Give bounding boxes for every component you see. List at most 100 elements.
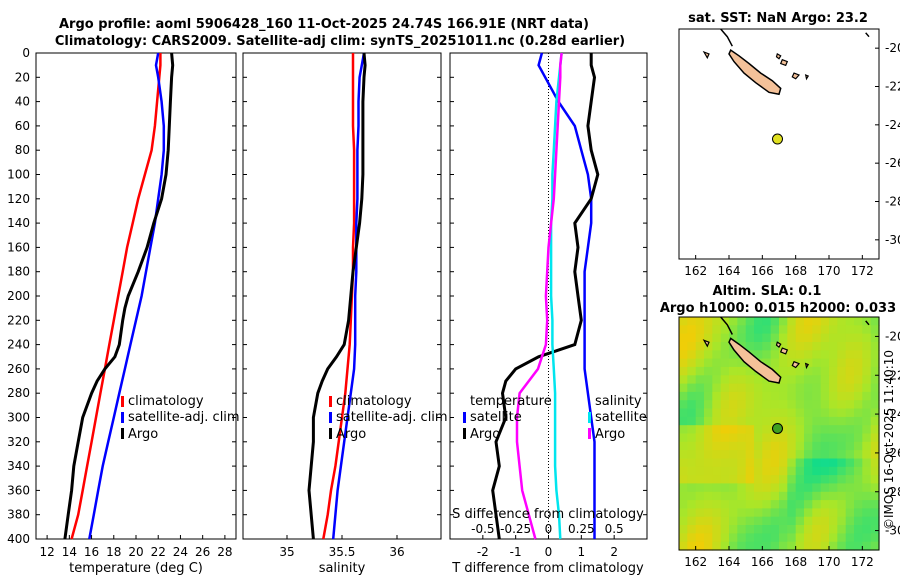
argo-float-marker — [772, 133, 783, 145]
sla-cell — [854, 508, 863, 518]
sla-cell — [854, 325, 863, 335]
sla-cell — [695, 466, 705, 476]
map-xtick-label: 164 — [718, 264, 741, 278]
sla-cell — [712, 500, 722, 509]
sla-cell — [845, 375, 855, 385]
sla-cell — [754, 491, 763, 501]
sla-cell — [787, 508, 797, 518]
sla-cell — [870, 317, 880, 326]
legend-label-t-satellite: satellite — [470, 410, 522, 425]
sla-cell — [779, 342, 788, 351]
sla-cell — [720, 333, 730, 343]
xtick-label: 2 — [610, 545, 618, 559]
legend-swatch-s-satellite — [588, 412, 591, 423]
sla-cell — [745, 333, 755, 343]
sla-cell — [820, 375, 830, 385]
ytick-label: 260 — [7, 362, 30, 376]
sla-cell — [679, 508, 688, 518]
series-line-s-argo — [515, 52, 563, 540]
sla-cell — [820, 458, 830, 468]
sla-cell — [745, 391, 755, 401]
sla-cell — [820, 383, 830, 393]
sla-cell — [704, 466, 713, 476]
ytick-label: 40 — [15, 95, 30, 109]
sla-cell — [695, 358, 705, 368]
sla-cell — [870, 408, 880, 418]
sla-cell — [779, 541, 788, 551]
sla-cell — [704, 391, 713, 401]
sla-cell — [787, 525, 797, 534]
land-new-caledonia — [728, 337, 782, 384]
legend-swatch-t-argo — [463, 428, 466, 439]
sla-cell — [795, 317, 805, 326]
sla-cell — [854, 333, 863, 343]
sla-cell — [745, 450, 755, 459]
sla-cell — [870, 391, 880, 401]
sla-cell — [862, 342, 872, 351]
sla-cell — [804, 491, 813, 501]
xtick-label: 26 — [195, 545, 210, 559]
sla-cell — [754, 458, 763, 468]
sla-cell — [837, 500, 847, 509]
coastline-reef — [865, 32, 870, 38]
series-line-argo — [63, 52, 175, 540]
sla-cell — [837, 450, 847, 459]
sla-cell — [762, 516, 772, 526]
sla-cell — [712, 358, 722, 368]
sla-cell — [762, 500, 772, 509]
sla-cell — [754, 516, 763, 526]
sla-cell — [729, 366, 738, 376]
sla-cell — [729, 450, 738, 459]
sla-cell — [704, 533, 713, 543]
sla-cell — [804, 508, 813, 518]
sla-cell — [687, 466, 697, 476]
sla-cell — [812, 400, 822, 410]
sla-cell — [845, 533, 855, 543]
sla-cell — [854, 317, 863, 326]
sla-cell — [779, 350, 788, 360]
sla-cell — [729, 425, 738, 435]
sla-cell — [870, 416, 880, 426]
xtick-label: 36 — [389, 545, 404, 559]
ytick-label: 0 — [22, 46, 30, 60]
legend-label-argo: Argo — [128, 427, 158, 442]
sla-cell — [862, 425, 872, 435]
sla-cell — [712, 333, 722, 343]
map-ytick-label: -28 — [885, 195, 900, 209]
ytick-label: 380 — [7, 508, 30, 522]
sla-cell — [829, 317, 838, 326]
sla-cell — [679, 466, 688, 476]
xtick-label: 14 — [62, 545, 77, 559]
sla-cell — [787, 491, 797, 501]
sla-cell — [770, 508, 780, 518]
sla-cell — [870, 483, 880, 493]
sla-cell — [812, 475, 822, 484]
sla-cell — [820, 400, 830, 410]
sla-cell — [720, 516, 730, 526]
sla-cell — [770, 342, 780, 351]
sla-cell — [687, 358, 697, 368]
sla-cell — [862, 475, 872, 484]
sla-cell — [854, 400, 863, 410]
sla-cell — [762, 358, 772, 368]
sla-cell — [870, 491, 880, 501]
sla-cell — [795, 533, 805, 543]
title-line-2: Climatology: CARS2009. Satellite-adj cli… — [55, 34, 625, 49]
sla-cell — [712, 391, 722, 401]
sla-cell — [770, 317, 780, 326]
series-line-argo — [307, 52, 367, 540]
sla-cell — [737, 317, 747, 326]
sla-cell — [779, 516, 788, 526]
sla-cell — [729, 333, 738, 343]
sla-cell — [820, 483, 830, 493]
sla-cell — [845, 358, 855, 368]
sla-cell — [762, 466, 772, 476]
sla-cell — [770, 325, 780, 335]
sla-cell — [695, 458, 705, 468]
sla-cell — [762, 525, 772, 534]
difference-legend: temperature satellite Argo salinity sate… — [463, 394, 647, 442]
sla-cell — [754, 342, 763, 351]
sla-cell — [704, 383, 713, 393]
sla-cell — [795, 458, 805, 468]
sla-cell — [812, 366, 822, 376]
